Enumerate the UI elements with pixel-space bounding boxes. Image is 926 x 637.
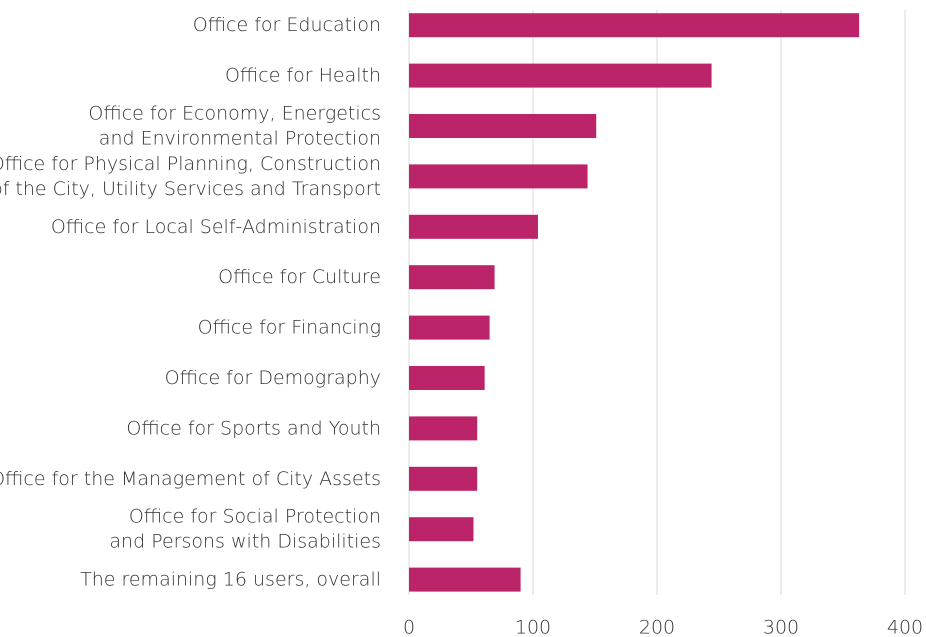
bar: [409, 13, 860, 38]
y-tick-label: Office for Economy, Energetics and Enviro…: [88, 102, 381, 149]
y-tick-label: Office for Demography: [165, 367, 381, 389]
label-line: of the City, Utility Services and Transp…: [0, 177, 381, 199]
y-tick-label: Office for Sports and Youth: [126, 417, 381, 439]
label-line: Office for Sports and Youth: [126, 417, 381, 439]
label-line: Office for Demography: [165, 367, 381, 389]
bar: [409, 416, 478, 441]
label-line: Office for Culture: [218, 266, 381, 288]
label-line: The remaining 16 users, overall: [80, 568, 381, 590]
bar: [409, 466, 478, 491]
bar: [409, 366, 485, 390]
label-line: and Persons with Disabilities: [109, 530, 381, 552]
y-tick-label: Office for Local Self-Administration: [51, 215, 381, 237]
bar: [409, 315, 490, 340]
bar: [409, 214, 538, 239]
bar: [409, 567, 521, 592]
label-line: Office for Local Self-Administration: [51, 215, 381, 237]
y-tick-label: Office for Health: [225, 64, 381, 86]
y-tick-label: Office for Social Protection and Persons …: [109, 505, 381, 552]
bar: [409, 517, 474, 542]
y-tick-label: Office for the Management of City Assets: [0, 467, 381, 489]
label-line: Office for Social Protection: [129, 505, 381, 527]
x-tick-label: 0: [403, 617, 415, 637]
label-line: Office for Economy, Energetics: [88, 102, 381, 124]
x-tick-label: 300: [763, 617, 799, 637]
x-tick-label: 100: [515, 617, 551, 637]
label-line: Office for Health: [225, 64, 381, 86]
label-line: Office for the Management of City Assets: [0, 467, 381, 489]
x-tick-label: 200: [639, 617, 675, 637]
x-tick-label: 400: [887, 617, 923, 637]
label-line: Office for Physical Planning, Constructi…: [0, 152, 381, 174]
bar: [409, 164, 588, 189]
y-tick-label: Office for Culture: [218, 266, 381, 288]
y-tick-label: The remaining 16 users, overall: [80, 568, 381, 590]
label-line: Office for Education: [193, 14, 381, 36]
y-tick-label: Office for Financing: [198, 316, 381, 338]
y-tick-label: Office for Physical Planning, Constructi…: [0, 152, 381, 199]
label-line: Office for Financing: [198, 316, 381, 338]
bar: [409, 63, 712, 88]
y-tick-label: Office for Education: [193, 14, 381, 36]
bar: [409, 114, 597, 138]
bar: [409, 265, 495, 290]
label-line: and Environmental Protection: [99, 127, 381, 149]
